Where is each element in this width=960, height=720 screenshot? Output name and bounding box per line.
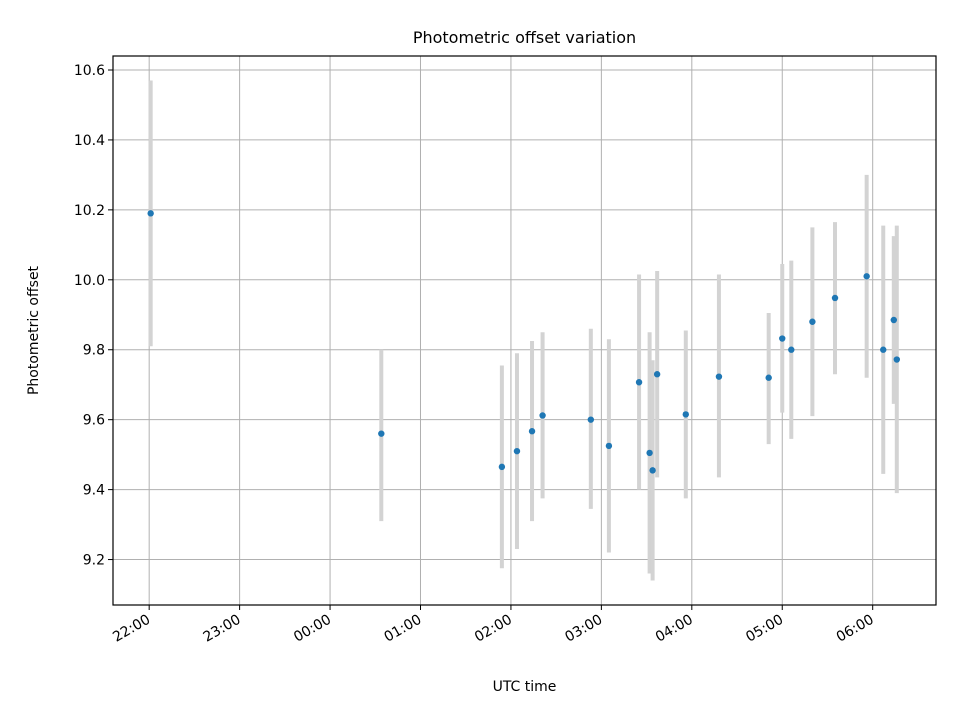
y-axis: 9.2 9.4 9.6 9.8 10.0 10.2 10.4 10.6 <box>74 63 113 569</box>
data-point <box>635 379 643 386</box>
y-tick-label: 10.0 <box>74 273 105 289</box>
x-axis-label: UTC time <box>493 679 557 695</box>
x-tick-label: 00:00 <box>291 612 334 646</box>
y-tick-label: 9.6 <box>83 413 105 429</box>
data-point <box>649 467 656 474</box>
y-tick-label: 10.6 <box>74 63 105 79</box>
data-point <box>880 346 887 353</box>
y-tick-label: 10.4 <box>74 133 105 149</box>
data-point <box>863 273 870 280</box>
x-tick-label: 02:00 <box>472 612 515 646</box>
data-point <box>765 374 772 381</box>
data-point <box>653 371 661 378</box>
x-tick-label: 05:00 <box>743 612 786 646</box>
data-point <box>646 449 653 457</box>
y-tick-label: 10.2 <box>74 203 105 219</box>
data-point <box>605 442 613 450</box>
x-tick-label: 03:00 <box>562 612 605 646</box>
data-point <box>682 411 689 418</box>
data-point <box>809 318 816 325</box>
plot-frame <box>112 55 937 606</box>
data-point <box>587 416 595 423</box>
y-tick-label: 9.4 <box>83 483 105 499</box>
data-point <box>498 463 506 471</box>
data-point <box>890 316 897 324</box>
y-tick-label: 9.2 <box>83 553 105 569</box>
data-point <box>715 373 723 380</box>
grid <box>113 56 936 605</box>
data-points <box>147 210 901 474</box>
data-point <box>779 335 786 342</box>
data-point <box>893 356 901 363</box>
x-tick-label: 22:00 <box>110 612 153 646</box>
x-tick-label: 01:00 <box>382 612 425 646</box>
chart-title: Photometric offset variation <box>413 28 636 47</box>
data-point <box>378 430 385 437</box>
data-point <box>528 428 536 435</box>
data-point <box>831 294 839 302</box>
data-point <box>788 346 795 353</box>
y-axis-label: Photometric offset <box>26 265 42 395</box>
data-point <box>147 210 154 217</box>
x-tick-label: 04:00 <box>653 612 696 646</box>
data-point <box>513 447 521 455</box>
y-tick-label: 9.8 <box>83 343 105 359</box>
error-bars <box>148 80 899 581</box>
x-tick-label: 06:00 <box>834 612 877 646</box>
x-axis: 22:00 23:00 00:00 01:00 02:00 03:00 04:00 05:00… <box>110 605 877 646</box>
x-tick-label: 23:00 <box>201 612 244 646</box>
data-point <box>539 412 546 419</box>
